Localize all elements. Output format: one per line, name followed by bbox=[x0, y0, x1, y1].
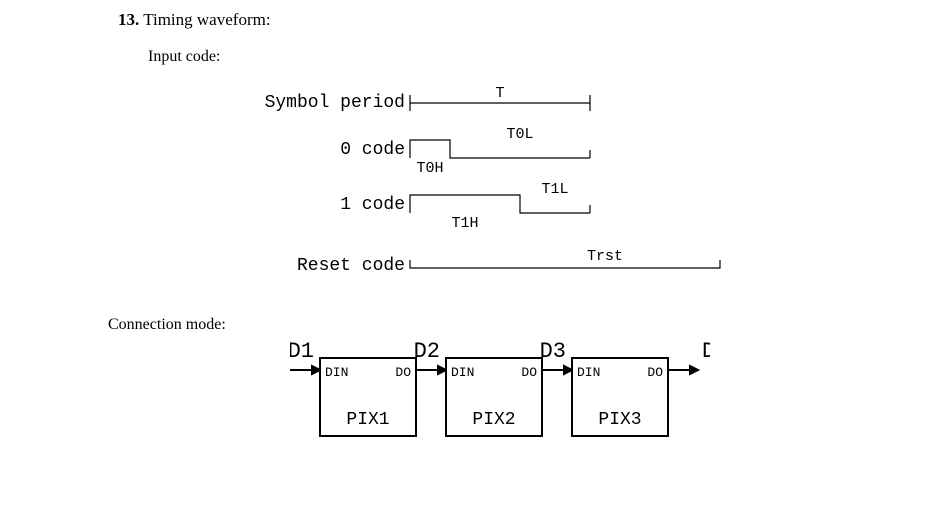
timing-waveform-diagram: Symbol period T 0 code T0L T0H 1 code T1L T1H Re… bbox=[240, 78, 740, 288]
subhead-connection-mode: Connection mode: bbox=[108, 316, 226, 334]
pulse-label: T1H bbox=[451, 215, 478, 232]
signal-label: D2 bbox=[414, 340, 440, 364]
pin-out-label: DO bbox=[395, 365, 411, 380]
pin-in-label: DIN bbox=[325, 365, 348, 380]
row-label: Symbol period bbox=[265, 93, 405, 113]
subhead-input-code: Input code: bbox=[148, 48, 220, 66]
pulse-label: T1L bbox=[541, 181, 568, 198]
row-label: 1 code bbox=[340, 195, 405, 215]
pin-in-label: DIN bbox=[451, 365, 474, 380]
signal-label: D4 bbox=[702, 340, 710, 364]
signal-label: D3 bbox=[540, 340, 566, 364]
heading-number: 13. bbox=[118, 10, 139, 29]
pin-in-label: DIN bbox=[577, 365, 600, 380]
pulse-label: Trst bbox=[587, 248, 623, 265]
pulse-label: T bbox=[495, 85, 504, 102]
pixel-label: PIX1 bbox=[346, 410, 389, 430]
pin-out-label: DO bbox=[521, 365, 537, 380]
pixel-label: PIX3 bbox=[598, 410, 641, 430]
connection-chain-diagram: D1 DIN DO PIX1 D2 DIN DO PIX2 D3 DIN DO PIX3 D4 bbox=[290, 340, 710, 460]
heading-title: Timing waveform: bbox=[143, 10, 270, 29]
pixel-label: PIX2 bbox=[472, 410, 515, 430]
pulse-label: T0H bbox=[416, 160, 443, 177]
row-label: Reset code bbox=[297, 256, 405, 276]
signal-label: D1 bbox=[290, 340, 314, 364]
pin-out-label: DO bbox=[647, 365, 663, 380]
row-label: 0 code bbox=[340, 140, 405, 160]
pulse-label: T0L bbox=[506, 126, 533, 143]
